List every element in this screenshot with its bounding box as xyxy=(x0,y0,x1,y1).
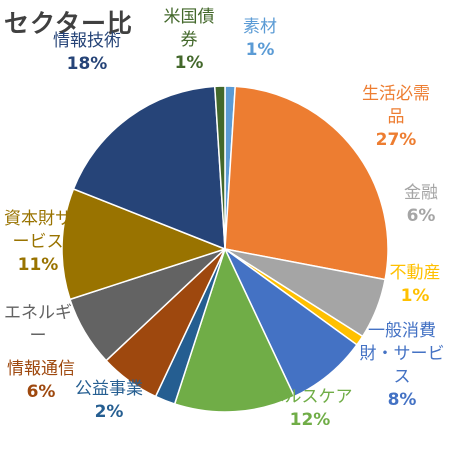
label-healthcare-pct: 12% xyxy=(289,410,331,430)
label-joho-gijutsu-name: 情報技術 xyxy=(53,31,121,51)
chart-title: セクター比 xyxy=(4,9,134,38)
label-ippan-name: 一般消費財・サービス xyxy=(359,321,445,387)
label-energy: エネルギー xyxy=(2,302,74,348)
pie-slice-10 xyxy=(72,85,226,251)
label-beikoku: 米国債券 1% xyxy=(156,6,222,75)
pie-slice-1 xyxy=(224,85,389,281)
label-sozai-name: 素材 xyxy=(243,17,277,37)
label-ippan-pct: 8% xyxy=(387,390,417,410)
label-joho-tsushin: 情報通信 6% xyxy=(6,358,76,404)
label-koeki: 公益事業 2% xyxy=(72,378,146,424)
label-shihonzai: 資本財サービス 11% xyxy=(2,208,74,277)
label-koeki-name: 公益事業 xyxy=(75,379,143,399)
label-joho-tsushin-pct: 6% xyxy=(26,382,56,402)
label-ippan: 一般消費財・サービス 8% xyxy=(354,320,450,412)
label-shihonzai-name: 資本財サービス xyxy=(4,209,72,252)
label-joho-gijutsu-pct: 18% xyxy=(66,54,108,74)
pie-slice-9 xyxy=(61,188,228,301)
label-kinyu-pct: 6% xyxy=(406,206,436,226)
label-fudosan: 不動産 1% xyxy=(378,262,452,308)
label-energy-name: エネルギー xyxy=(4,303,72,346)
label-beikoku-pct: 1% xyxy=(174,53,204,73)
label-kinyu-name: 金融 xyxy=(404,183,438,203)
label-sozai: 素材 1% xyxy=(226,16,294,62)
label-joho-gijutsu: 情報技術 18% xyxy=(52,30,122,76)
label-koeki-pct: 2% xyxy=(94,402,124,422)
label-healthcare-name: ヘルスケア xyxy=(267,387,353,407)
label-fudosan-name: 不動産 xyxy=(389,263,441,283)
label-kinyu: 金融 6% xyxy=(392,182,450,228)
label-seikatsu-name: 生活必需品 xyxy=(362,84,430,127)
label-seikatsu-pct: 27% xyxy=(375,130,417,150)
label-beikoku-name: 米国債券 xyxy=(163,7,215,50)
label-sozai-pct: 1% xyxy=(245,40,275,60)
label-fudosan-pct: 1% xyxy=(400,286,430,306)
pie-slice-5 xyxy=(173,246,296,413)
label-healthcare: ヘルスケア 12% xyxy=(254,386,366,432)
label-joho-tsushin-name: 情報通信 xyxy=(7,359,75,379)
label-shihonzai-pct: 11% xyxy=(17,255,59,275)
label-seikatsu: 生活必需品 27% xyxy=(356,83,436,152)
pie-slice-11 xyxy=(213,85,226,250)
